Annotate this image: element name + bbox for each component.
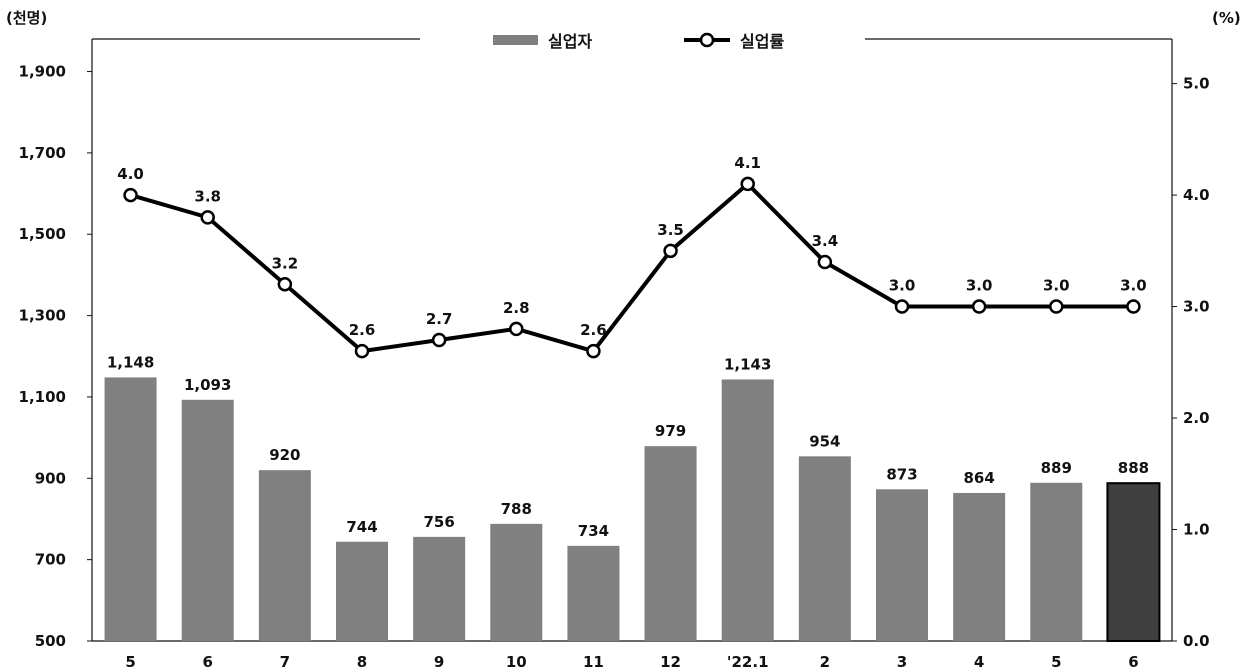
- line-value-label: 3.0: [1120, 277, 1147, 295]
- line-point-unemployment-rate: [1049, 299, 1064, 314]
- right-axis-tick-label: 2.0: [1183, 409, 1210, 427]
- bar-value-label: 788: [501, 500, 532, 518]
- line-value-label: 2.7: [426, 310, 453, 328]
- right-axis-tick-label: 3.0: [1183, 298, 1210, 316]
- line-unemployment-rate: [130, 181, 1134, 354]
- x-axis-tick-label: 11: [583, 653, 604, 671]
- bar-unemployed: [567, 545, 620, 641]
- bar-unemployed: [104, 377, 157, 641]
- line-point-unemployment-rate: [663, 243, 678, 259]
- right-axis-tick-label: 1.0: [1183, 521, 1210, 539]
- right-axis-tick-label: 5.0: [1183, 75, 1210, 93]
- left-axis-unit-label: (천명): [6, 9, 47, 27]
- line-value-label: 3.0: [966, 277, 993, 295]
- bar-unemployed: [1106, 482, 1161, 642]
- bar-unemployed: [721, 379, 774, 641]
- line-point-unemployment-rate: [123, 187, 138, 203]
- x-axis-tick-label: 8: [357, 653, 367, 671]
- line-point-unemployment-rate: [586, 343, 601, 359]
- bar-value-label: 1,148: [107, 353, 154, 371]
- x-axis-tick-label: 9: [434, 653, 444, 671]
- line-value-label: 3.2: [272, 254, 299, 272]
- right-axis-tick-label: 0.0: [1183, 632, 1210, 650]
- bar-unemployed: [490, 523, 543, 641]
- line-value-label: 3.0: [889, 277, 916, 295]
- bar-unemployed: [953, 492, 1006, 641]
- bar-value-label: 979: [655, 422, 686, 440]
- x-axis-tick-label: 6: [1128, 653, 1138, 671]
- bar-unemployed: [644, 446, 697, 641]
- left-axis-tick-label: 1,100: [19, 388, 66, 406]
- x-axis-tick-label: 3: [897, 653, 907, 671]
- left-axis-tick-label: 500: [35, 632, 66, 650]
- line-point-unemployment-rate: [354, 343, 370, 359]
- line-point-unemployment-rate: [200, 210, 215, 225]
- x-axis-tick-label: '22.1: [727, 653, 769, 671]
- bar-unemployed: [413, 536, 466, 641]
- line-point-unemployment-rate: [740, 176, 755, 192]
- line-point-unemployment-rate: [971, 299, 987, 314]
- line-value-label: 3.0: [1043, 277, 1070, 295]
- bar-value-label: 889: [1041, 459, 1072, 477]
- left-axis-tick-label: 900: [35, 469, 66, 487]
- line-point-unemployment-rate: [894, 299, 910, 314]
- left-axis-tick-label: 1,700: [19, 144, 66, 162]
- x-axis-tick-label: 2: [820, 653, 830, 671]
- line-value-label: 2.6: [580, 321, 607, 339]
- x-axis-tick-label: 10: [506, 653, 527, 671]
- line-value-label: 3.8: [194, 187, 221, 205]
- x-axis-tick-label: 5: [1051, 653, 1061, 671]
- bar-value-label: 756: [423, 513, 454, 531]
- bar-value-label: 864: [963, 469, 994, 487]
- x-axis-tick-label: 12: [660, 653, 681, 671]
- bar-value-label: 744: [346, 518, 377, 536]
- left-axis-tick-label: 700: [35, 551, 66, 569]
- line-value-label: 2.8: [503, 299, 530, 317]
- line-value-label: 3.4: [812, 232, 839, 250]
- legend-bar-label: 실업자: [548, 32, 592, 51]
- bar-value-label: 954: [809, 432, 840, 450]
- x-axis-tick-label: 4: [974, 653, 984, 671]
- x-axis-tick-label: 6: [202, 653, 212, 671]
- left-axis-tick-label: 1,900: [19, 63, 66, 81]
- bar-unemployed: [181, 399, 234, 641]
- left-axis-tick-label: 1,500: [19, 225, 66, 243]
- right-axis-unit-label: (%): [1212, 9, 1241, 27]
- bar-unemployed: [1030, 482, 1083, 641]
- bar-unemployed: [258, 470, 311, 641]
- bar-unemployed: [876, 489, 928, 641]
- left-axis-tick-label: 1,300: [19, 307, 66, 325]
- bar-value-label: 920: [269, 446, 300, 464]
- line-value-label: 4.1: [734, 154, 761, 172]
- legend-line-marker: [699, 32, 715, 48]
- line-point-unemployment-rate: [817, 254, 833, 270]
- line-value-label: 3.5: [657, 221, 684, 239]
- bar-value-label: 873: [886, 465, 917, 483]
- bar-value-label: 1,093: [184, 376, 231, 394]
- line-point-unemployment-rate: [431, 332, 447, 348]
- x-axis-tick-label: 7: [280, 653, 290, 671]
- line-value-label: 4.0: [117, 165, 144, 183]
- x-axis-tick-label: 5: [125, 653, 135, 671]
- line-value-label: 2.6: [349, 321, 376, 339]
- line-point-unemployment-rate: [1126, 299, 1141, 314]
- line-point-unemployment-rate: [509, 321, 524, 337]
- line-point-unemployment-rate: [277, 277, 293, 292]
- legend-line-label: 실업률: [740, 32, 784, 51]
- bar-value-label: 734: [578, 522, 609, 540]
- bar-value-label: 888: [1118, 459, 1149, 477]
- legend-bar-swatch: [493, 35, 538, 45]
- bar-unemployed: [798, 456, 851, 641]
- bar-unemployed: [336, 541, 388, 641]
- bar-value-label: 1,143: [724, 355, 771, 373]
- right-axis-tick-label: 4.0: [1183, 186, 1210, 204]
